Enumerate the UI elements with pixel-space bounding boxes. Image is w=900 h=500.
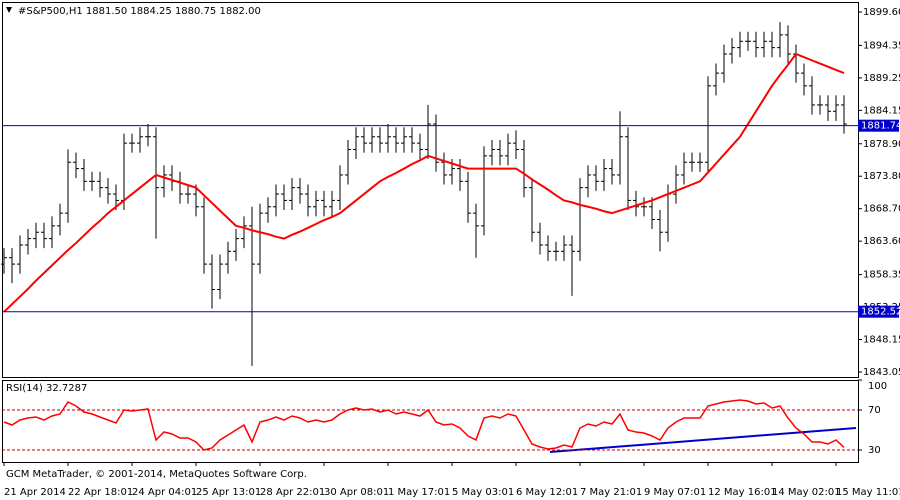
chart-title: #S&P500,H1 1881.50 1884.25 1880.75 1882.… xyxy=(18,6,261,17)
y-tick-label: 1858.35 xyxy=(863,270,900,281)
level-label: 1881.74 xyxy=(861,121,900,132)
main-panel xyxy=(2,2,859,378)
x-tick-label: 14 May 02:01 xyxy=(772,487,841,498)
rsi-trendline xyxy=(549,427,857,453)
x-tick-label: 24 Apr 04:01 xyxy=(132,487,197,498)
y-tick-label: 1873.80 xyxy=(863,171,900,182)
x-tick-label: 12 May 16:01 xyxy=(708,487,777,498)
x-tick-label: 1 May 17:01 xyxy=(388,487,450,498)
x-tick-label: 25 Apr 13:01 xyxy=(196,487,261,498)
y-tick-label: 1868.70 xyxy=(863,204,900,215)
level-label: 1852.52 xyxy=(861,307,900,318)
y-tick-label: 1884.15 xyxy=(863,105,900,116)
rsi-panel xyxy=(2,380,859,463)
x-tick-label: 15 May 11:01 xyxy=(836,487,900,498)
watermark: GCM MetaTrader, © 2001-2014, MetaQuotes … xyxy=(6,469,307,480)
y-tick-label: 1894.35 xyxy=(863,40,900,51)
y-tick-label: 30 xyxy=(868,445,881,456)
level-label-box xyxy=(858,305,899,318)
x-tick-label: 5 May 03:01 xyxy=(452,487,514,498)
y-tick-label: 1899.60 xyxy=(863,7,900,18)
y-tick-label: 100 xyxy=(868,381,887,392)
y-tick-label: 1848.15 xyxy=(863,335,900,346)
y-tick-label: 70 xyxy=(868,405,881,416)
y-tick-label: 1889.25 xyxy=(863,73,900,84)
x-tick-label: 22 Apr 18:01 xyxy=(68,487,133,498)
moving-average xyxy=(3,52,845,313)
x-tick-label: 6 May 12:01 xyxy=(516,487,578,498)
x-tick-label: 21 Apr 2014 xyxy=(4,487,66,498)
rsi-title: RSI(14) 32.7287 xyxy=(6,383,87,394)
rsi-line xyxy=(3,399,845,451)
y-tick-label: 1878.90 xyxy=(863,139,900,150)
x-tick-label: 28 Apr 22:01 xyxy=(260,487,325,498)
level-label-box xyxy=(858,119,899,132)
y-tick-label: 1863.60 xyxy=(863,236,900,247)
y-tick-label: 1843.05 xyxy=(863,367,900,378)
x-tick-label: 9 May 07:01 xyxy=(644,487,706,498)
x-tick-label: 30 Apr 08:01 xyxy=(324,487,389,498)
x-tick-label: 7 May 21:01 xyxy=(580,487,642,498)
symbol-icon xyxy=(6,7,12,13)
